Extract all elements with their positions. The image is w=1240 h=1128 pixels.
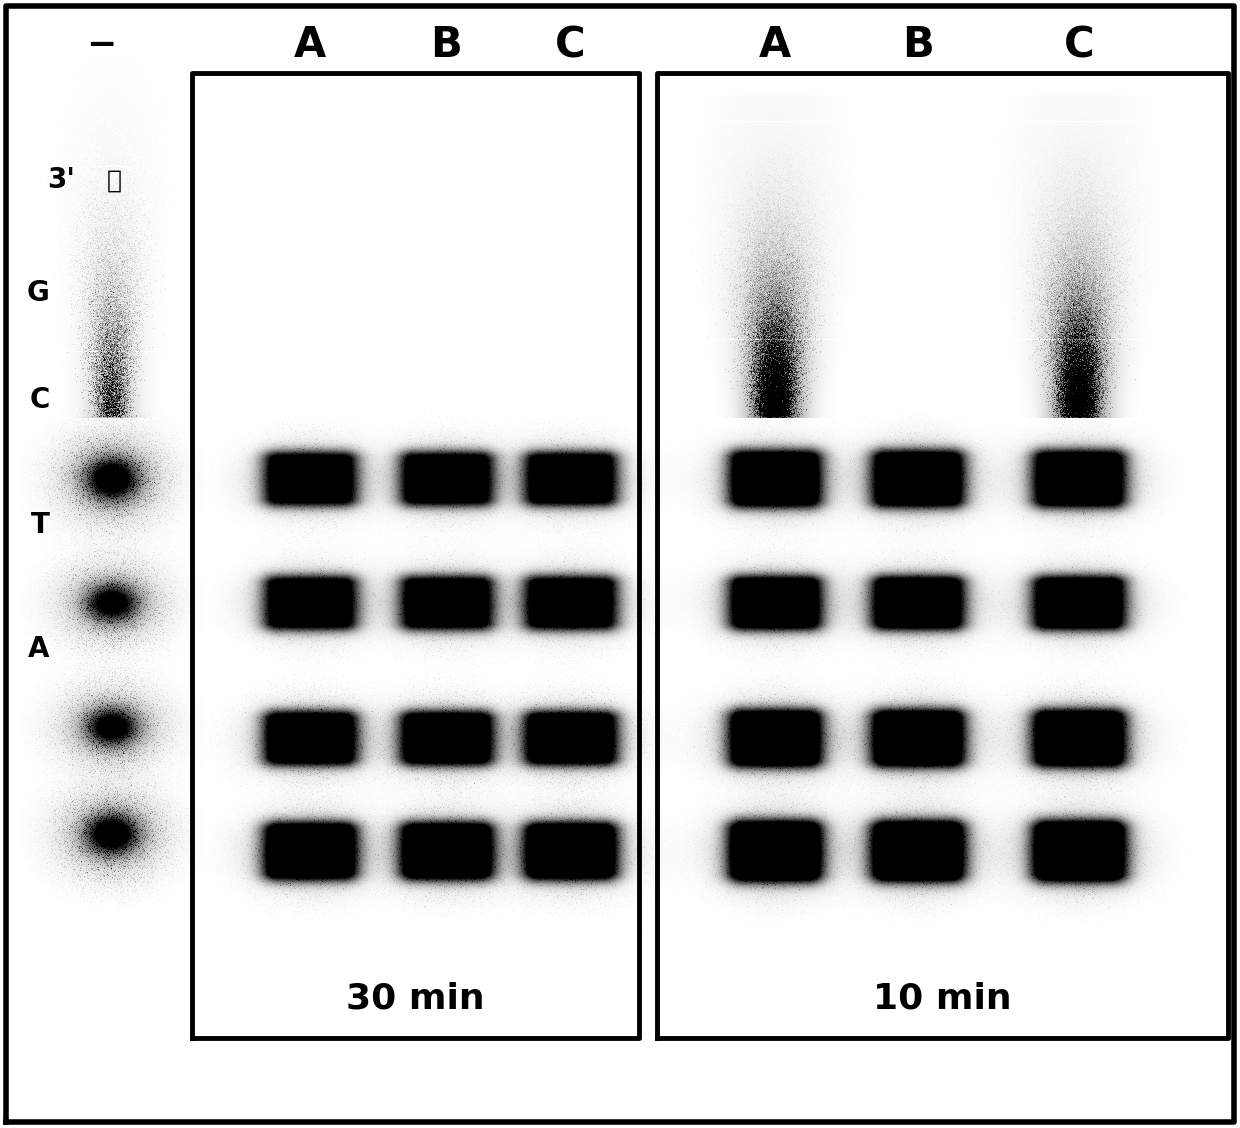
Text: B: B xyxy=(430,24,463,67)
Text: 10 min: 10 min xyxy=(873,981,1012,1015)
Text: −: − xyxy=(87,28,117,62)
Text: A: A xyxy=(29,635,50,662)
Text: G: G xyxy=(27,280,50,307)
Text: 3': 3' xyxy=(47,167,74,194)
Text: 端: 端 xyxy=(107,168,122,193)
Text: C: C xyxy=(556,24,585,67)
Text: C: C xyxy=(30,387,50,414)
Text: C: C xyxy=(1064,24,1094,67)
Text: A: A xyxy=(759,24,791,67)
Text: B: B xyxy=(901,24,934,67)
Text: T: T xyxy=(31,511,50,538)
Text: A: A xyxy=(294,24,326,67)
Text: 30 min: 30 min xyxy=(346,981,485,1015)
